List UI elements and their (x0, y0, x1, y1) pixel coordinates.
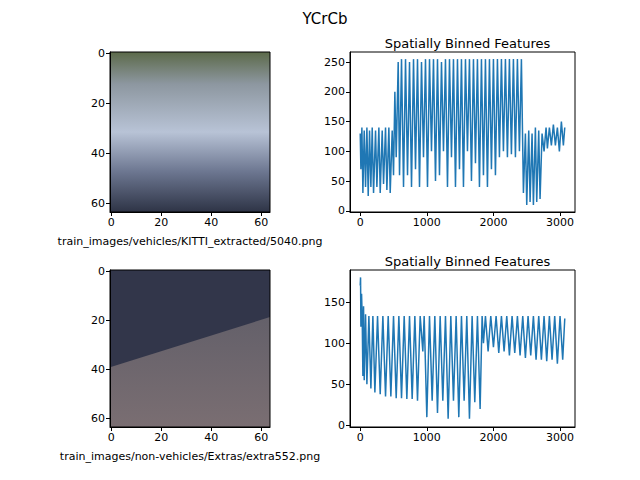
svg-text:40: 40 (91, 363, 105, 376)
svg-text:0: 0 (357, 216, 364, 229)
svg-text:20: 20 (154, 216, 168, 229)
svg-text:20: 20 (154, 431, 168, 444)
svg-text:20: 20 (91, 97, 105, 110)
svg-text:YCrCb: YCrCb (302, 10, 348, 28)
svg-text:50: 50 (331, 378, 345, 391)
svg-text:150: 150 (324, 296, 345, 309)
svg-text:1000: 1000 (413, 216, 441, 229)
svg-text:3000: 3000 (546, 216, 574, 229)
svg-text:200: 200 (324, 85, 345, 98)
svg-text:40: 40 (204, 216, 218, 229)
svg-text:150: 150 (324, 115, 345, 128)
svg-text:0: 0 (108, 216, 115, 229)
svg-text:0: 0 (108, 431, 115, 444)
svg-text:3000: 3000 (546, 431, 574, 444)
svg-text:Spatially Binned Features: Spatially Binned Features (385, 254, 551, 269)
svg-text:0: 0 (338, 419, 345, 432)
svg-text:60: 60 (254, 431, 268, 444)
svg-text:60: 60 (91, 197, 105, 210)
svg-text:40: 40 (91, 147, 105, 160)
svg-text:0: 0 (357, 431, 364, 444)
svg-text:250: 250 (324, 56, 345, 69)
svg-text:train_images/vehicles/KITTI_ex: train_images/vehicles/KITTI_extracted/50… (58, 235, 323, 248)
svg-text:60: 60 (91, 412, 105, 425)
svg-text:100: 100 (324, 145, 345, 158)
svg-text:2000: 2000 (479, 216, 507, 229)
svg-text:0: 0 (98, 47, 105, 60)
svg-text:2000: 2000 (479, 431, 507, 444)
svg-text:Spatially Binned Features: Spatially Binned Features (385, 36, 551, 51)
svg-text:60: 60 (254, 216, 268, 229)
svg-text:50: 50 (331, 175, 345, 188)
svg-text:train_images/non-vehicles/Extr: train_images/non-vehicles/Extras/extra55… (60, 450, 320, 463)
svg-text:0: 0 (98, 265, 105, 278)
svg-text:0: 0 (338, 204, 345, 217)
svg-text:20: 20 (91, 314, 105, 327)
svg-text:40: 40 (204, 431, 218, 444)
svg-text:1000: 1000 (413, 431, 441, 444)
svg-text:100: 100 (324, 337, 345, 350)
